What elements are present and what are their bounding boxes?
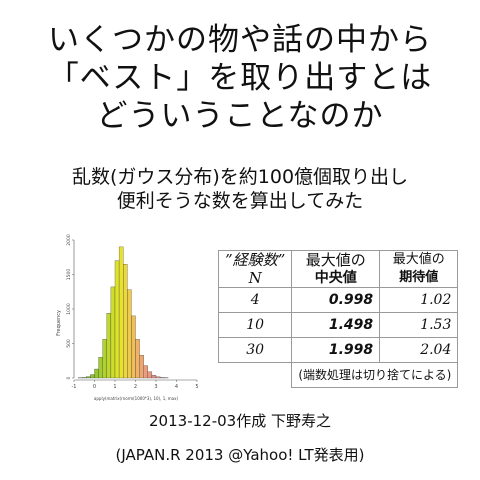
x-tick-label: 0: [93, 384, 96, 390]
histogram-bar: [102, 339, 107, 379]
x-tick-label: 4: [175, 384, 178, 390]
histogram-bar: [90, 374, 95, 379]
row-expected: 1.53: [379, 312, 459, 338]
header-median-line1: 最大値の: [305, 251, 366, 269]
row-median: 1.498: [291, 312, 381, 338]
credit-line-2: (JAPAN.R 2013 @Yahoo! LT発表用): [115, 446, 365, 464]
header-expected: 最大値の 期待値: [379, 250, 459, 288]
histogram-bar: [155, 376, 161, 379]
histogram-bar: [135, 339, 140, 379]
rounding-note: (端数処理は切り捨てによる): [291, 362, 459, 388]
row-n: 4: [217, 287, 293, 313]
header-median-line2: 中央値: [314, 270, 357, 286]
x-tick-labels: -1 0 1 2 3 4 5: [72, 380, 199, 390]
histogram-bar: [139, 355, 144, 379]
header-experience: ”経験数” N: [217, 250, 293, 288]
histogram-bar: [147, 371, 153, 379]
subtitle-line-2: 便利そうな数を算出してみた: [116, 190, 364, 212]
x-tick-label: 2: [134, 384, 137, 390]
empty-cell: [219, 363, 292, 388]
subtitle-line-1: 乱数(ガウス分布)を約100億個取り出し: [71, 166, 409, 188]
x-tick-label: -1: [72, 384, 77, 390]
row-n: 10: [217, 312, 293, 338]
histogram-bar: [159, 377, 165, 379]
stats-table: ”経験数” N 最大値の 中央値 最大値の 期待値 4 0.998 1.02 1…: [217, 250, 459, 388]
header-expected-line1: 最大値の: [392, 252, 445, 267]
histogram-bars: [77, 246, 169, 379]
row-expected: 1.02: [379, 287, 459, 313]
title-line-2: 「ベスト」を取り出すとは: [47, 60, 433, 96]
x-tick-label: 1: [113, 384, 116, 390]
histogram-chart: 0 500 1000 1500 2000 -1 0 1 2 3 4 5 Frequency appl…: [56, 234, 199, 401]
table-row: 4 0.998 1.02: [217, 287, 459, 313]
y-tick-label: 1000: [66, 303, 72, 315]
histogram-bar: [131, 315, 136, 379]
header-median: 最大値の 中央値: [291, 250, 381, 288]
histogram-bar: [106, 312, 112, 379]
histogram-bar: [127, 289, 132, 379]
histogram-bar: [98, 357, 103, 379]
row-median: 1.998: [291, 337, 381, 363]
row-median: 0.998: [291, 287, 381, 313]
row-n: 30: [217, 337, 293, 363]
x-tick-label: 3: [154, 384, 157, 390]
histogram-bar: [114, 260, 120, 379]
y-tick-label: 1500: [66, 269, 72, 281]
y-tick-label: 0: [66, 376, 72, 379]
histogram-bar: [143, 365, 148, 379]
header-expected-line2: 期待値: [399, 270, 439, 285]
credit-line-1: 2013-12-03作成 下野寿之: [149, 412, 331, 430]
y-tick-label: 500: [66, 339, 72, 348]
header-n-label: N: [248, 269, 262, 287]
header-experience-label: ”経験数”: [225, 251, 286, 269]
histogram-bar: [123, 264, 128, 379]
y-tick-labels: 0 500 1000 1500 2000: [66, 234, 74, 379]
y-axis-label: Frequency: [56, 310, 62, 336]
title-line-3: どういうことなのか: [96, 98, 384, 134]
histogram-bar: [118, 246, 124, 379]
x-tick-label: 5: [195, 384, 198, 390]
title-line-1: いくつかの物や話の中から: [48, 22, 432, 58]
y-tick-label: 2000: [66, 234, 72, 246]
x-axis-label: apply(matrix(rnorm(1000*3), 10), 1, max): [94, 396, 179, 401]
table-row: 10 1.498 1.53: [217, 312, 459, 338]
histogram-bar: [110, 286, 116, 379]
histogram-bar: [94, 368, 99, 379]
table-row: 30 1.998 2.04: [217, 337, 459, 363]
histogram-bar: [82, 377, 87, 379]
histogram-bar: [151, 375, 157, 379]
row-expected: 2.04: [379, 337, 459, 363]
histogram-bar: [86, 376, 91, 379]
